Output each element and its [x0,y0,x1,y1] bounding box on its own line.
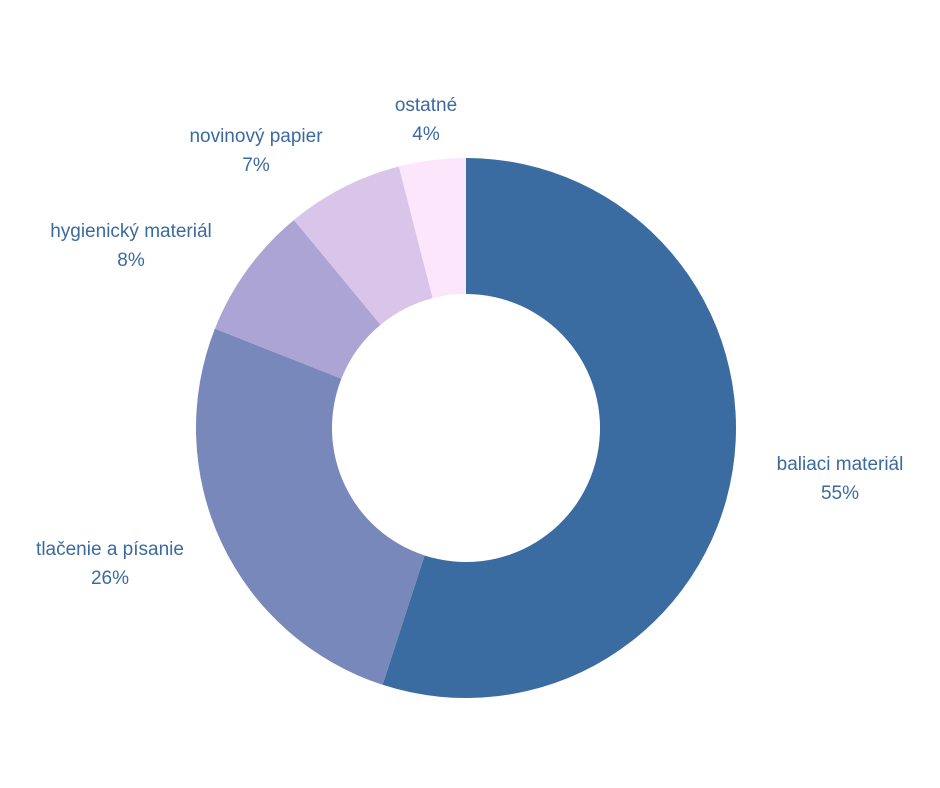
slice-value-ostatne: 4% [412,124,440,145]
slice-labels: baliaci materiál 55% tlačenie a písanie 26%… [36,95,903,589]
slice-value-novinovy-papier: 7% [242,155,270,176]
slice-hygienicky-material [214,219,381,379]
slice-label-tlacenie-a-pisanie: tlačenie a písanie [36,539,184,560]
slice-tlacenie-a-pisanie [195,328,425,685]
slice-ostatne [398,158,466,299]
slice-label-baliaci-material: baliaci materiál [777,454,904,475]
slice-value-baliaci-material: 55% [821,483,859,504]
slice-baliaci-material [382,158,736,698]
slice-value-tlacenie-a-pisanie: 26% [91,568,129,589]
slice-novinovy-papier [293,166,433,325]
slice-label-hygienicky-material: hygienický materiál [50,221,212,242]
slice-value-hygienicky-material: 8% [117,250,145,271]
slice-label-novinovy-papier: novinový papier [189,126,323,147]
donut-slices [195,158,736,698]
slice-label-ostatne: ostatné [395,95,457,116]
